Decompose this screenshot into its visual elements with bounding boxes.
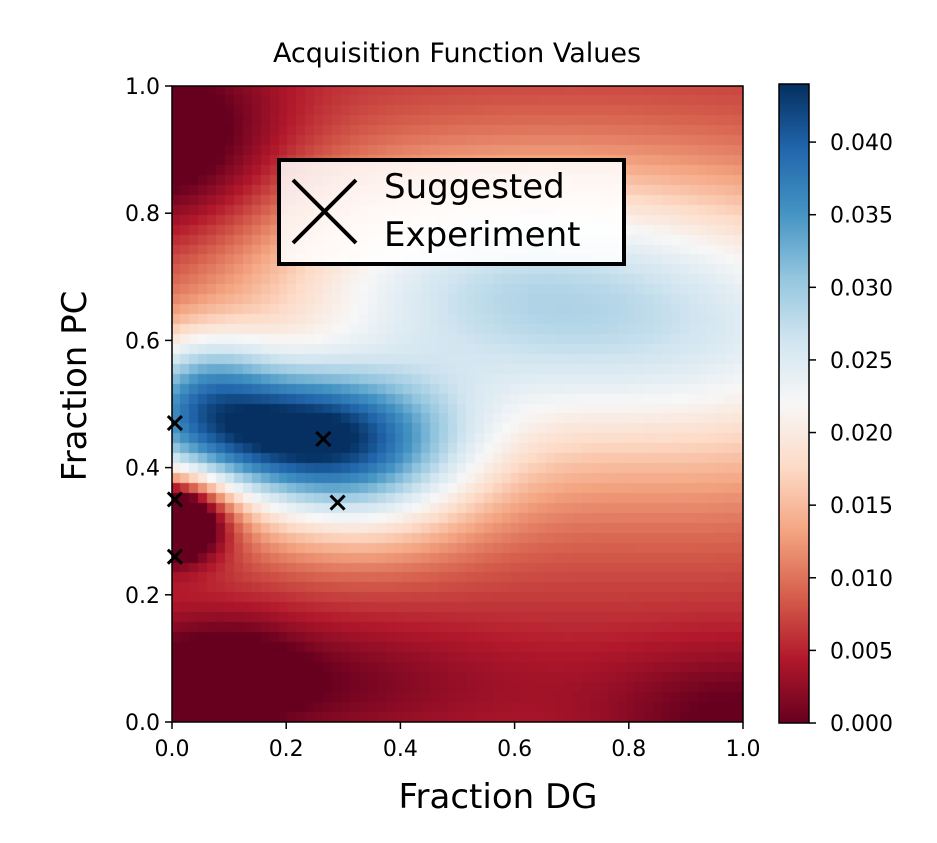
suggested-experiment-marker xyxy=(315,430,332,448)
colorbar-frame xyxy=(778,83,810,724)
y-tick-label: 0.2 xyxy=(125,584,160,609)
colorbar-tick-label: 0.005 xyxy=(830,639,893,664)
chart-title: Acquisition Function Values xyxy=(273,38,641,69)
x-tick-label: 1.0 xyxy=(726,737,761,762)
legend-box xyxy=(277,158,626,266)
x-axis-label: Fraction DG xyxy=(398,777,597,817)
x-tick-label: 0.4 xyxy=(383,737,418,762)
x-tick-label: 0.2 xyxy=(269,737,304,762)
plot-frame xyxy=(171,85,744,723)
x-axis: 0.0 0.2 0.4 0.6 0.8 1.0 xyxy=(155,722,761,762)
suggested-experiment-marker xyxy=(166,415,183,432)
y-tick-label: 0.6 xyxy=(125,329,160,354)
colorbar-tick-label: 0.030 xyxy=(830,276,893,301)
y-axis: 0.0 0.2 0.4 0.6 0.8 1.0 xyxy=(125,75,172,736)
y-tick-label: 0.8 xyxy=(125,202,160,227)
colorbar-tick-label: 0.010 xyxy=(830,567,893,592)
legend-x-marker-icon xyxy=(291,178,358,245)
colorbar-tick-label: 0.000 xyxy=(830,712,893,737)
suggested-experiment-marker xyxy=(329,494,346,511)
y-tick-label: 0.4 xyxy=(125,457,160,482)
x-tick-label: 0.0 xyxy=(155,737,190,762)
suggested-experiment-markers xyxy=(166,415,346,565)
y-tick-label: 1.0 xyxy=(125,75,160,100)
legend-label-line1: Suggested xyxy=(384,167,565,207)
colorbar-image xyxy=(779,84,809,723)
suggested-experiment-marker xyxy=(166,548,183,565)
legend-label-line2: Experiment xyxy=(384,215,580,255)
x-tick-label: 0.8 xyxy=(611,737,646,762)
colorbar-tick-label: 0.035 xyxy=(830,204,893,229)
suggested-experiment-marker xyxy=(166,491,183,508)
colorbar-tick-label: 0.020 xyxy=(830,422,893,447)
y-tick-label: 0.0 xyxy=(125,711,160,736)
colorbar-tick-label: 0.040 xyxy=(830,131,893,156)
legend: Suggested Experiment xyxy=(277,158,626,266)
x-tick-label: 0.6 xyxy=(497,737,532,762)
colorbar-tick-label: 0.015 xyxy=(830,494,893,519)
colorbar-axis: 0.000 0.005 0.010 0.015 0.020 0.025 0.030 0.035… xyxy=(809,131,893,737)
y-axis-label: Fraction PC xyxy=(55,291,95,482)
colorbar-tick-label: 0.025 xyxy=(830,349,893,374)
